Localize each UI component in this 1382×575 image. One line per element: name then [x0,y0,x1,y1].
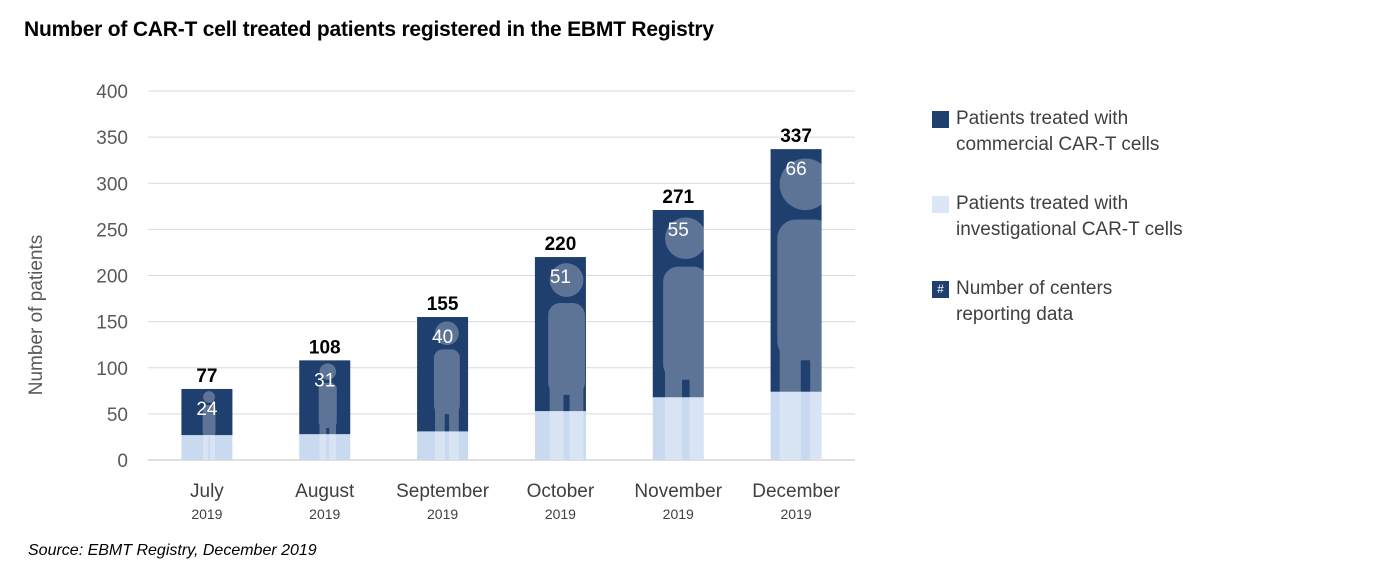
bar-total-label: 271 [662,187,694,208]
y-tick-label: 0 [117,451,128,472]
legend-label-line: investigational CAR-T cells [956,219,1183,240]
silhouette-body [433,349,460,415]
bar-total-label: 108 [309,337,341,358]
centers-count-label: 51 [550,267,571,288]
silhouette-head [203,391,215,403]
bar-commercial [181,388,233,436]
silhouette-leg [319,422,327,460]
x-tick-label: October [527,481,595,502]
bar-commercial [299,360,351,435]
silhouette-leg [569,383,584,460]
centers-count-label: 66 [786,159,807,180]
y-tick-label: 350 [96,128,128,149]
centers-count-label: 55 [668,220,689,241]
legend-swatch-investigational [932,196,949,213]
bar-commercial [652,210,704,398]
legend-label-commercial: Patients treated with commercial CAR-T c… [956,106,1159,158]
person-silhouette-icon [318,363,337,460]
bar-investigational [534,411,586,460]
bar-investigational [652,397,704,460]
x-tick-label: December [752,481,840,502]
y-tick-label: 50 [107,405,128,426]
silhouette-leg [329,422,337,460]
silhouette-leg [665,365,683,460]
silhouette-head [435,321,459,346]
person-silhouette-icon [548,263,585,460]
chart-title: Number of CAR-T cell treated patients re… [24,18,714,41]
silhouette-leg [203,433,208,460]
silhouette-leg [689,365,704,460]
bar-commercial [770,149,822,392]
silhouette-head [319,363,337,380]
legend-label-line: commercial CAR-T cells [956,134,1160,155]
person-silhouette-icon [202,391,216,460]
silhouette-body [663,266,704,380]
x-tick-label: September [396,481,490,502]
silhouette-body [202,405,216,438]
legend-swatch-centers: # [932,281,949,298]
silhouette-leg [779,342,801,460]
legend-label-line: Number of centers [956,278,1113,299]
legend-label-line: reporting data [956,304,1074,325]
centers-count-label: 24 [196,399,218,420]
x-tick-year-label: 2019 [427,506,458,522]
silhouette-leg [210,433,215,460]
x-tick-year-label: 2019 [781,506,812,522]
bar-total-label: 77 [196,366,217,387]
centers-count-label: 31 [314,370,335,391]
x-tick-year-label: 2019 [663,506,694,522]
y-tick-label: 250 [96,220,128,241]
bar-commercial [417,317,469,432]
x-tick-year-label: 2019 [191,506,222,522]
silhouette-leg [810,342,822,460]
x-tick-label: August [295,481,355,502]
bar-total-label: 155 [427,294,459,315]
x-tick-label: November [634,481,722,502]
legend-label-centers: Number of centers reporting data [956,276,1112,328]
legend-label-line: Patients treated with [956,108,1129,129]
silhouette-body [318,382,337,429]
y-tick-label: 200 [96,267,128,288]
silhouette-head [665,217,704,260]
y-tick-label: 150 [96,313,128,334]
x-tick-year-label: 2019 [309,506,340,522]
x-tick-year-label: 2019 [545,506,576,522]
bar-investigational [181,435,233,460]
centers-count-label: 40 [432,327,453,348]
x-tick-label: July [190,481,224,502]
y-tick-label: 300 [96,174,128,195]
y-tick-label: 100 [96,359,128,380]
silhouette-leg [449,406,459,460]
silhouette-body [548,303,585,395]
silhouette-head [779,158,822,211]
silhouette-body [777,219,822,361]
person-silhouette-icon [663,217,704,460]
bar-total-label: 220 [545,234,577,255]
bar-investigational [770,391,822,460]
source-note: Source: EBMT Registry, December 2019 [28,542,317,559]
silhouette-head [549,263,584,297]
legend-label-line: Patients treated with [956,193,1129,214]
person-silhouette-icon [433,321,460,460]
bar-commercial [534,257,586,412]
y-axis-title: Number of patients [26,235,47,396]
silhouette-leg [549,383,564,460]
y-tick-label: 400 [96,82,128,103]
bar-total-label: 337 [780,126,812,147]
bar-investigational [299,434,351,460]
bar-investigational [417,431,469,460]
legend-label-investigational: Patients treated with investigational CA… [956,191,1183,243]
person-silhouette-icon [777,158,822,460]
legend-swatch-commercial [932,111,949,128]
silhouette-leg [435,406,445,460]
